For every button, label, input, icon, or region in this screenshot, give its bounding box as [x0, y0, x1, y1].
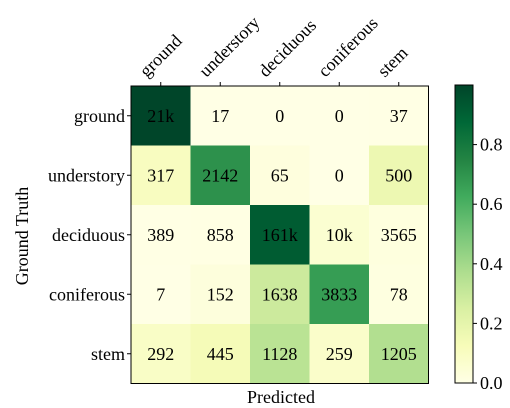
- heatmap-cell: [131, 264, 191, 325]
- cell-value-label: 0: [275, 106, 284, 126]
- y-tick-label: understory: [48, 165, 125, 185]
- colorbar-tick-label: 0.0: [480, 373, 503, 393]
- cell-value-label: 0: [335, 106, 344, 126]
- x-tick-label: coniferous: [314, 13, 382, 81]
- heatmap-cell: [250, 86, 310, 146]
- cell-value-label: 21k: [147, 106, 174, 126]
- heatmap-cell: [309, 264, 370, 325]
- cell-value-label: 317: [147, 165, 174, 185]
- cell-value-label: 858: [207, 225, 234, 245]
- y-axis-label: Ground Truth: [12, 187, 32, 286]
- cell-value-label: 17: [211, 106, 229, 126]
- heatmap-cell: [369, 86, 429, 146]
- heatmap-cell: [131, 145, 191, 206]
- x-tick-label: deciduous: [254, 15, 320, 81]
- colorbar-tick-label: 0.8: [480, 135, 503, 155]
- cell-value-label: 78: [390, 284, 408, 304]
- cell-value-label: 500: [385, 165, 412, 185]
- cell-value-label: 3833: [321, 284, 357, 304]
- heatmap-cell: [309, 324, 370, 384]
- heatmap-cell: [190, 145, 251, 206]
- heatmap-cell: [250, 324, 310, 384]
- heatmap-cell: [131, 324, 191, 384]
- heatmap-cell: [369, 145, 429, 206]
- cell-value-label: 0: [335, 165, 344, 185]
- colorbar-tick-label: 0.2: [480, 313, 503, 333]
- y-tick-label: deciduous: [52, 225, 125, 245]
- heatmap-cell: [369, 264, 429, 325]
- x-tick-label: stem: [373, 43, 411, 81]
- cell-value-label: 152: [207, 284, 234, 304]
- cell-value-label: 1128: [262, 344, 297, 364]
- y-tick-label: coniferous: [49, 284, 125, 304]
- heatmap-cell: [190, 86, 251, 146]
- y-tick-label: ground: [74, 106, 125, 126]
- x-tick-label: ground: [135, 31, 185, 81]
- heatmap-cell: [250, 205, 310, 265]
- cell-value-label: 65: [271, 165, 289, 185]
- heatmap-cell: [131, 205, 191, 265]
- cell-value-label: 259: [326, 344, 353, 364]
- y-tick-label: stem: [91, 344, 125, 364]
- heatmap-cell: [250, 264, 310, 325]
- cell-value-label: 389: [147, 225, 174, 245]
- heatmap-cell-labels: 21k 17 0 0 37 317 2142 65 0 500 389 858 161k 10k 3565 7…: [147, 106, 417, 364]
- cell-value-label: 161k: [262, 225, 298, 245]
- colorbar-tick-label: 0.4: [480, 254, 503, 274]
- colorbar: 0.0 0.2 0.4 0.6 0.8: [454, 84, 503, 393]
- cell-value-label: 445: [207, 344, 234, 364]
- heatmap-cells: [130, 85, 429, 384]
- heatmap-cell: [309, 86, 370, 146]
- colorbar-tick-label: 0.6: [480, 194, 503, 214]
- heatmap-cell: [190, 324, 251, 384]
- x-axis-label: Predicted: [247, 387, 315, 407]
- x-tick-label: understory: [195, 12, 264, 81]
- heatmap-cell: [309, 205, 370, 265]
- y-tick-labels: ground understory deciduous coniferous stem: [48, 106, 131, 364]
- cell-value-label: 37: [390, 106, 408, 126]
- colorbar-gradient: [454, 84, 474, 384]
- heatmap-cell: [369, 324, 429, 384]
- cell-value-label: 2142: [202, 165, 238, 185]
- cell-value-label: 3565: [381, 225, 417, 245]
- cell-value-label: 7: [156, 284, 165, 304]
- heatmap-cell: [369, 205, 429, 265]
- cell-value-label: 10k: [326, 225, 353, 245]
- heatmap-cell: [190, 205, 251, 265]
- heatmap-cell: [190, 264, 251, 325]
- cell-value-label: 1205: [381, 344, 417, 364]
- heatmap-cell: [131, 86, 191, 146]
- heatmap-cell: [250, 145, 310, 206]
- cell-value-label: 1638: [262, 284, 298, 304]
- cell-value-label: 292: [147, 344, 174, 364]
- heatmap-cell: [309, 145, 370, 206]
